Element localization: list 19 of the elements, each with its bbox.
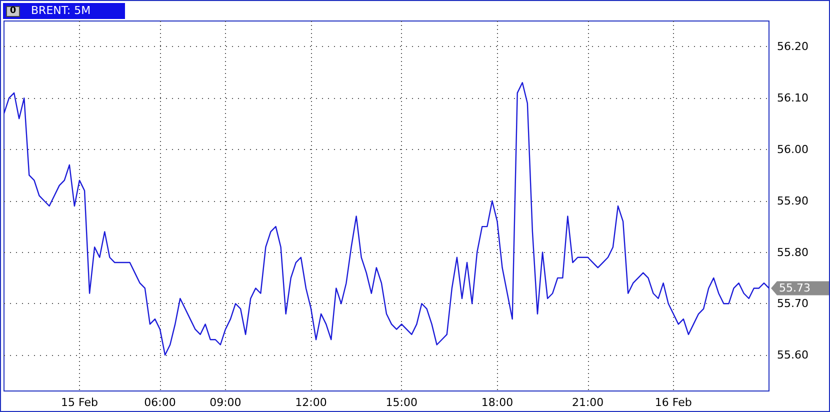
y-tick-label: 56.10: [777, 92, 808, 105]
text: 55.73: [779, 282, 810, 295]
x-tick-label: 21:00: [572, 396, 604, 409]
window-button-icon: 0: [6, 6, 20, 17]
y-tick-label: 56.00: [777, 142, 808, 156]
y-tick-label: 55.80: [777, 246, 808, 259]
y-tick-label: 55.60: [777, 348, 808, 362]
x-tick-label: 16 Feb: [654, 396, 692, 409]
line-series: [3, 82, 770, 356]
x-tick-label: 18:00: [481, 396, 514, 409]
y-tick-label: 56.20: [777, 40, 808, 54]
x-tick-label: 06:00: [144, 396, 176, 409]
x-tick-label: 15 Feb: [61, 396, 98, 409]
x-tick-label: 09:00: [210, 396, 242, 409]
x-tick-label: 12:00: [295, 396, 327, 409]
y-tick-label: 55.70: [777, 297, 808, 310]
x-tick-label: 15:00: [386, 396, 418, 409]
chart-title: BRENT: 5M: [31, 3, 91, 19]
y-tick-label: 55.90: [777, 194, 808, 208]
